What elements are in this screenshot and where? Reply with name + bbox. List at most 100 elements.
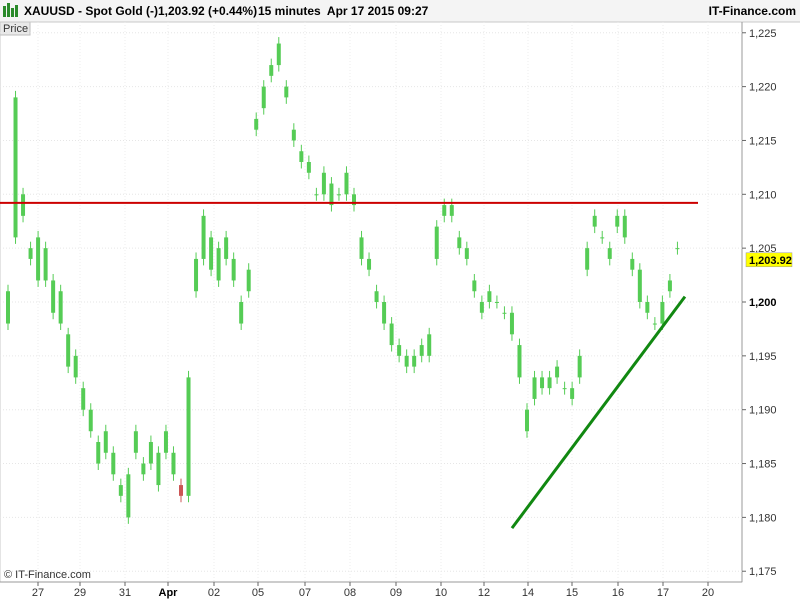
candle-body (216, 248, 221, 281)
candle-body (479, 302, 484, 313)
candle-body (570, 388, 575, 399)
candle-body (96, 442, 101, 464)
candle-body (269, 65, 274, 76)
candle-body (36, 237, 41, 281)
candle-body (231, 258, 236, 281)
candle-body (103, 431, 108, 453)
header-interval-date: 15 minutes Apr 17 2015 09:27 (258, 4, 429, 18)
header-instrument: XAUUSD - Spot Gold (-) (24, 4, 158, 18)
candle-body (179, 485, 183, 496)
candle-body (615, 215, 620, 227)
x-tick-label: 08 (344, 587, 356, 599)
candle-body (434, 226, 439, 259)
candle-body (607, 248, 612, 259)
candle-body (494, 302, 499, 303)
candle-body (577, 355, 582, 378)
candle-body (525, 409, 529, 432)
candle-body (126, 474, 131, 518)
candle-body (194, 258, 199, 292)
candle-body (412, 355, 417, 367)
candle-body (645, 302, 650, 313)
candle-body (547, 377, 552, 389)
candle-body (111, 452, 116, 475)
candle-body (397, 345, 402, 356)
y-tick-label: 1,190 (749, 405, 777, 417)
x-tick-label: 05 (252, 587, 264, 599)
last-price-label: 1,203.92 (749, 255, 792, 267)
candle-body (637, 269, 642, 302)
chart-icon (3, 3, 18, 17)
candle-body (28, 248, 33, 259)
price-panel-label: Price (3, 23, 28, 35)
candle-body (186, 377, 191, 496)
candle-body (58, 291, 63, 324)
candle-body (148, 442, 153, 464)
x-tick-label: 02 (208, 587, 220, 599)
candle-body (239, 302, 244, 324)
candle-body (246, 269, 251, 292)
y-tick-label: 1,200 (749, 297, 777, 309)
support-trendline (510, 295, 687, 530)
candle-body (6, 291, 10, 324)
candle-body (336, 194, 341, 196)
candle-body (585, 248, 590, 270)
candle-body (224, 237, 229, 259)
y-tick-label: 1,220 (749, 82, 777, 94)
candle-body (201, 215, 206, 259)
x-tick-label: 09 (390, 587, 402, 599)
header-brand: IT-Finance.com (709, 4, 796, 18)
candle-body (21, 194, 26, 216)
candle-body (555, 366, 560, 378)
y-tick-label: 1,205 (749, 243, 777, 255)
last-price-badge (745, 252, 793, 268)
candle-body (457, 237, 462, 249)
header-last-change: 1,203.92 (+0.44%) (158, 4, 257, 18)
candle-body (51, 280, 56, 313)
candle-body (254, 118, 259, 130)
x-tick-label: 07 (299, 587, 311, 599)
candle-body (276, 43, 281, 66)
y-tick-label: 1,180 (749, 512, 777, 524)
candle-body (517, 345, 522, 378)
x-tick-label: 15 (566, 587, 578, 599)
candle-body (13, 97, 18, 238)
x-tick-label: 17 (657, 587, 669, 599)
x-tick-label: 12 (478, 587, 490, 599)
y-tick-label: 1,225 (749, 28, 777, 40)
candle-body (382, 302, 387, 324)
candle-body (487, 291, 492, 302)
x-tick-label: Apr (159, 587, 179, 599)
y-tick-label: 1,215 (749, 135, 777, 147)
candle-body (156, 452, 161, 486)
annotations (0, 201, 698, 530)
candle-body (306, 162, 311, 173)
candle-body (344, 172, 349, 195)
candle-body (562, 388, 567, 390)
y-tick-label: 1,175 (749, 566, 777, 578)
candle-body (171, 452, 176, 475)
candle-body (502, 312, 507, 314)
candle-body (291, 129, 296, 141)
candlesticks (6, 37, 680, 524)
candle-body (261, 86, 266, 109)
candle-body (66, 334, 71, 367)
candle-body (209, 237, 214, 270)
candle-body (592, 215, 597, 227)
candle-body (367, 258, 372, 270)
candle-body (329, 183, 334, 206)
x-tick-label: 16 (612, 587, 624, 599)
candle-body (540, 377, 545, 389)
candle-body (464, 248, 469, 259)
grid (0, 22, 742, 582)
candle-body (660, 302, 665, 324)
x-tick-label: 27 (32, 587, 44, 599)
candle-body (449, 205, 454, 216)
candle-body (509, 312, 514, 335)
candle-body (88, 409, 93, 432)
candle-body (667, 280, 672, 292)
x-axis: 27 29 31 Apr 02 05 07 08 09 10 12 14 15 16 17 20 (32, 582, 714, 599)
y-tick-label: 1,195 (749, 351, 777, 363)
candle-body (389, 323, 394, 346)
candle-body (314, 194, 319, 196)
